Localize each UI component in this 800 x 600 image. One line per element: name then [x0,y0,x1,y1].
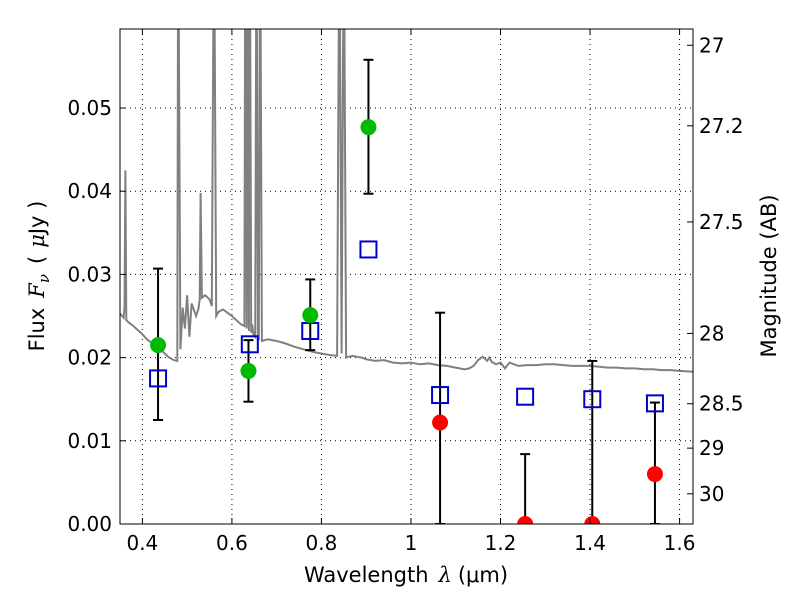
y-axis-label: FluxFν(μJy ) [25,201,53,352]
model-point [645,394,664,413]
model-point [431,386,450,405]
x-tick-label: 1.2 [485,531,517,555]
y-tick-label: 0.02 [67,346,112,370]
non-detection-point [517,516,534,524]
y-tick-label: 0.03 [67,262,112,286]
y2-tick-label: 27.2 [699,114,744,138]
x-tick-label: 1 [405,531,418,555]
detection-point [240,362,257,379]
non-detection-point [584,516,601,524]
y-tick-label: 0.01 [67,429,112,453]
non-detection-point [432,414,449,431]
model-point [583,390,602,409]
y2-tick-label: 29 [699,436,724,460]
y2-tick-label: 28 [699,321,724,345]
x-tick-label: 1.6 [664,531,696,555]
y2-tick-label: 30 [699,482,724,506]
model-point [359,240,378,259]
axis-ticks: 0.4 0.6 0.8 1 1.2 1.4 1.6 0.00 0.01 0.02 0.03 0.04 0… [67,29,744,555]
detection-point [302,307,319,324]
y2-tick-label: 27 [699,33,724,57]
y-tick-label: 0.00 [67,512,112,536]
error-bars [153,58,660,524]
detection-point [360,119,377,136]
sed-spectrum [120,29,693,373]
y2-axis-label: Magnitude (AB) [757,194,781,357]
observed-photometry [150,119,663,524]
y2-tick-label: 28.5 [699,392,744,416]
x-tick-label: 0.4 [126,531,158,555]
grid [120,29,693,525]
x-tick-label: 0.8 [306,531,338,555]
x-tick-label: 0.6 [216,531,248,555]
model-photometry [149,240,664,413]
non-detection-point [646,466,663,483]
plot-frame [119,28,694,525]
y-tick-label: 0.04 [67,179,112,203]
model-point [516,387,535,406]
model-point [149,369,168,388]
sed-line [120,29,693,373]
detection-point [150,337,167,354]
y2-tick-label: 27.5 [699,210,744,234]
x-axis-label: Wavelength λ (μm) [304,563,508,587]
model-point [240,335,259,354]
y-tick-label: 0.05 [67,96,112,120]
x-tick-label: 1.4 [574,531,606,555]
